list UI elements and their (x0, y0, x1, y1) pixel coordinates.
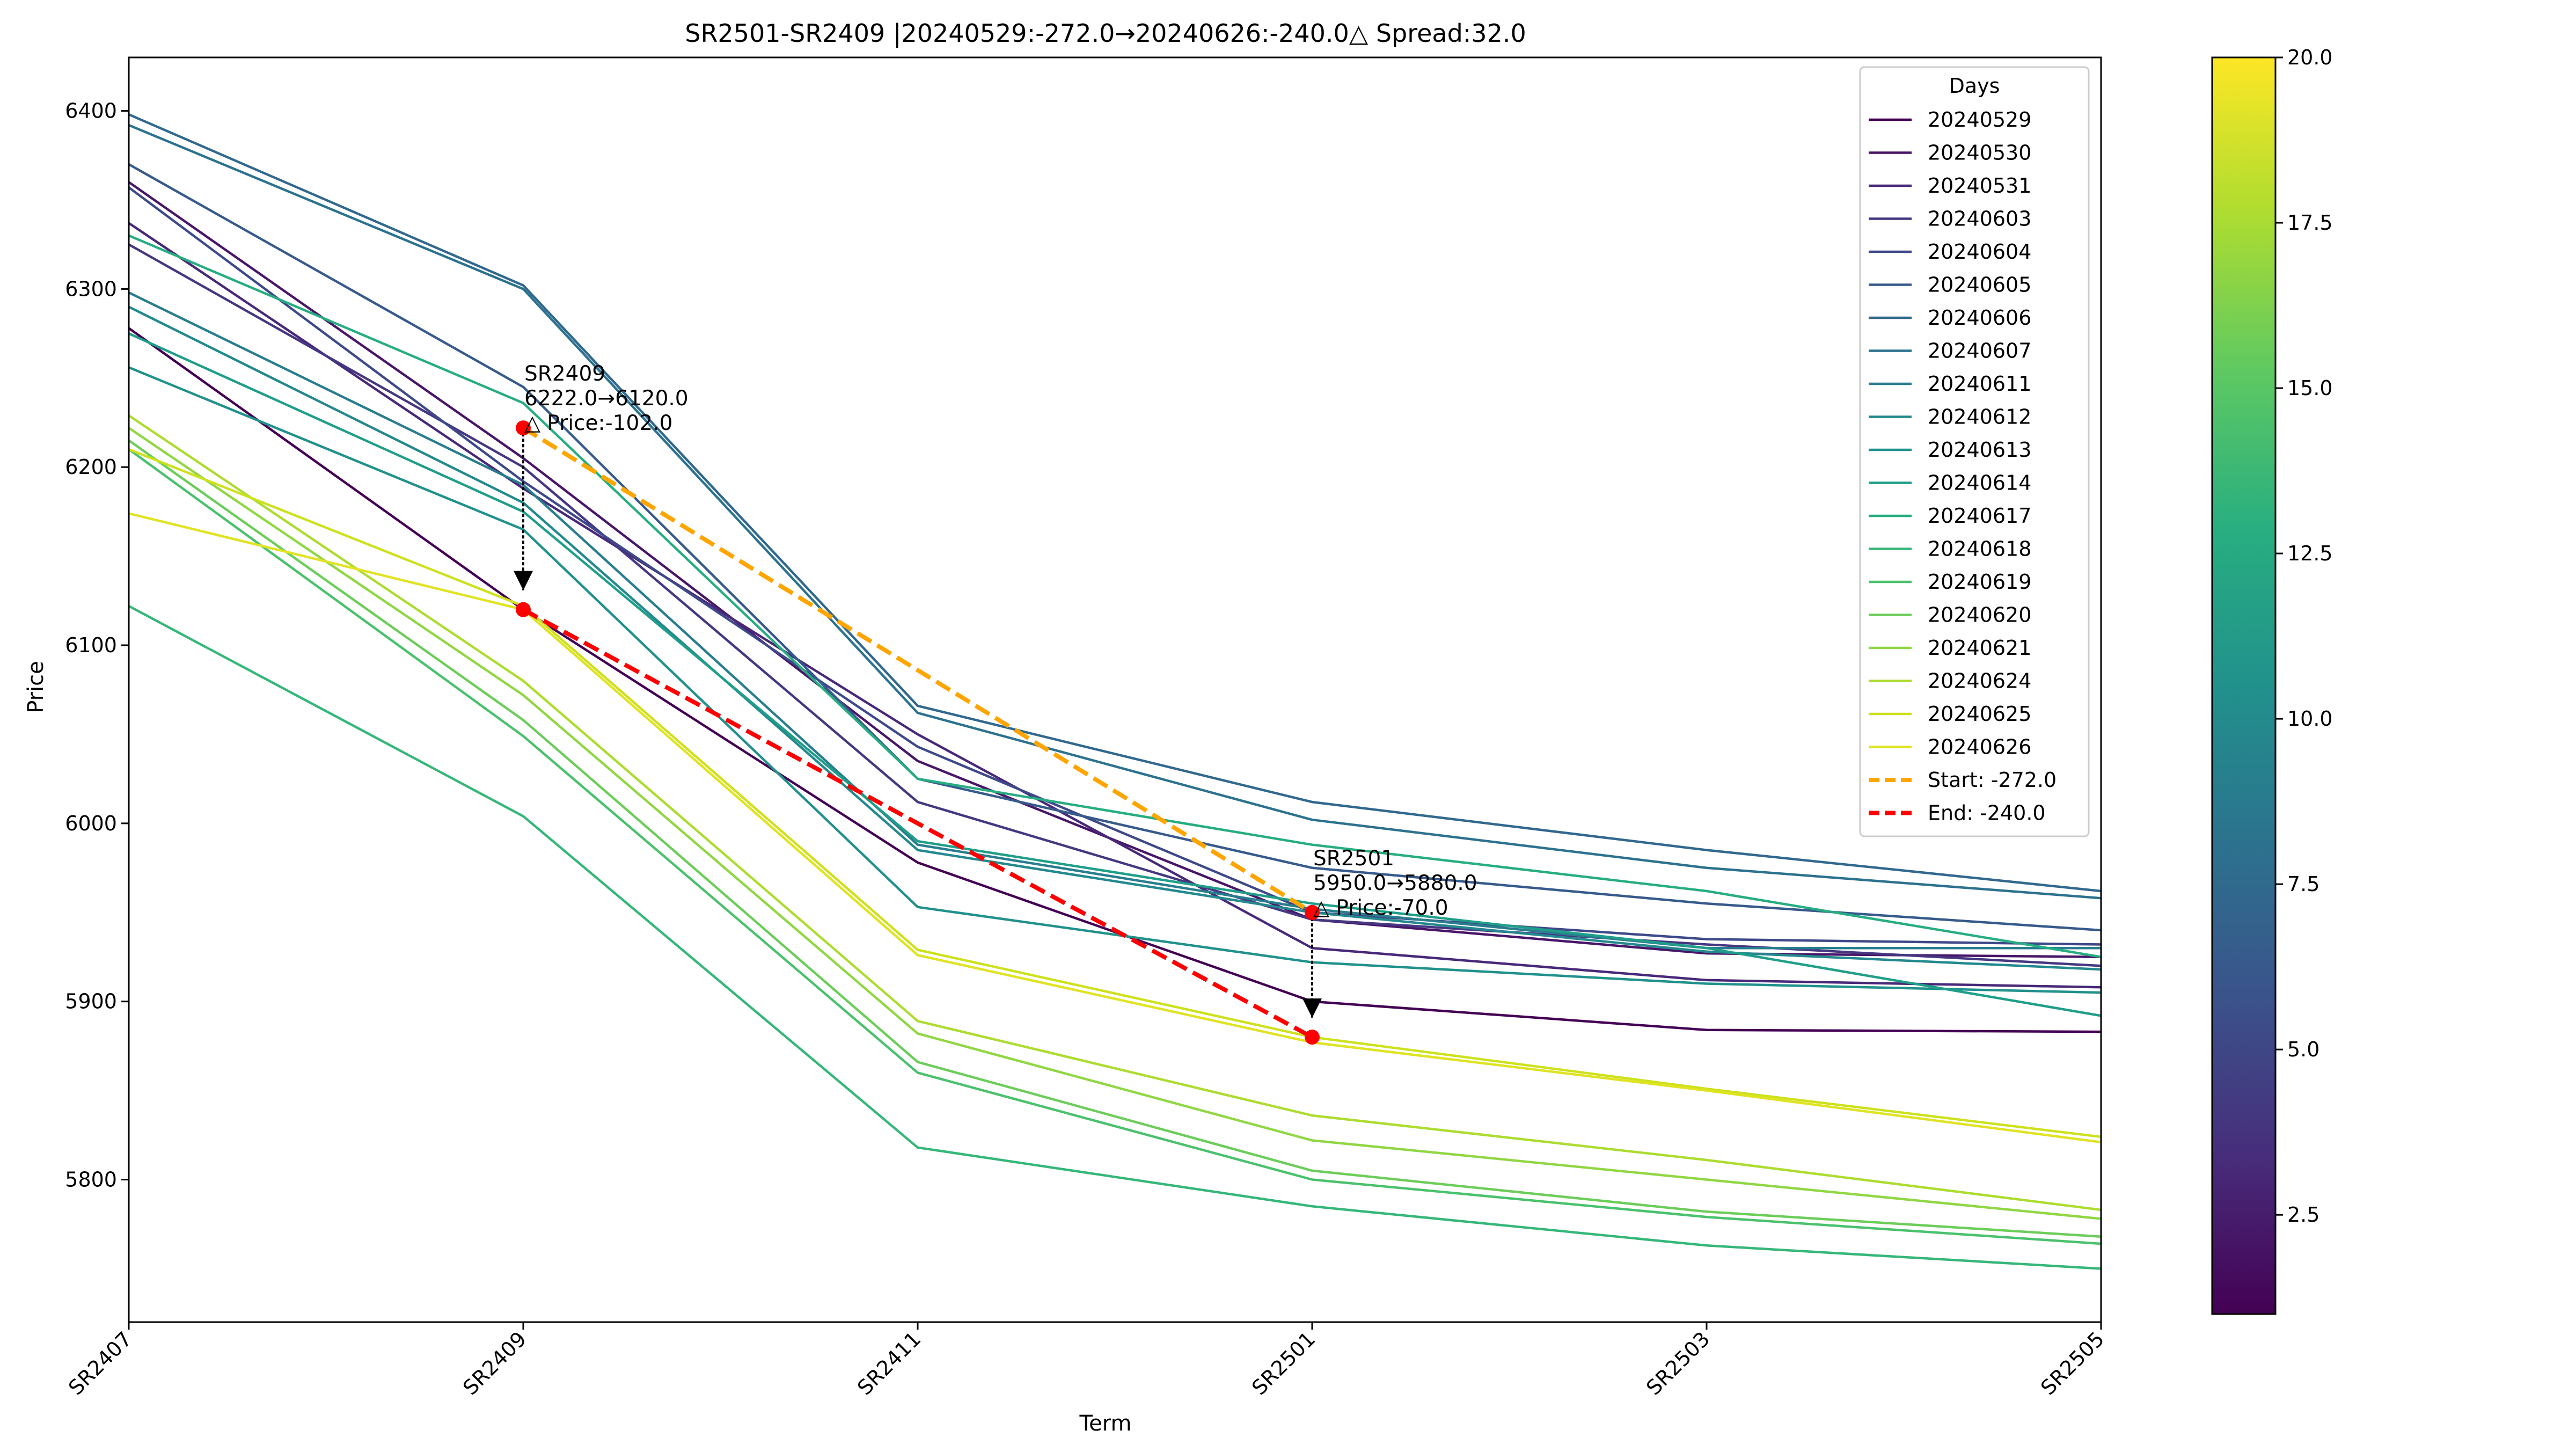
series-line-20240603 (129, 243, 2101, 967)
series-line-20240619 (129, 448, 2101, 1245)
legend-label-8: 20240611 (1928, 372, 2031, 396)
legend-label-21: End: -240.0 (1928, 801, 2046, 825)
colorbar-tick-label-7.5: 7.5 (2287, 872, 2319, 896)
series-line-20240625 (129, 448, 2101, 1139)
x-tick-label-SR2501: SR2501 (1247, 1327, 1320, 1399)
y-tick-label-6200: 6200 (65, 455, 117, 479)
series-line-20240529 (129, 327, 2101, 1033)
y-axis-label: Price (24, 661, 48, 713)
series-line-20240605 (129, 163, 2101, 932)
x-tick-label-SR2409: SR2409 (458, 1327, 531, 1399)
marker-end-SR2501 (1305, 1030, 1320, 1045)
series-line-20240624 (129, 414, 2101, 1212)
marker-start-SR2409 (516, 420, 531, 436)
legend-label-20: Start: -272.0 (1928, 768, 2057, 792)
legend-label-15: 20240620 (1928, 603, 2031, 627)
legend-box (1859, 66, 2090, 837)
legend-label-7: 20240607 (1928, 339, 2031, 363)
series-line-20240606 (129, 113, 2101, 893)
colorbar-gradient (2211, 56, 2277, 1315)
x-tick-label-SR2411: SR2411 (853, 1327, 925, 1399)
legend-title: Days (1949, 74, 2000, 98)
legend-label-11: 20240614 (1928, 471, 2031, 495)
legend: Days 20240529 20240530 20240531 20240603 2024… (1859, 66, 2090, 837)
y-tick-label-5800: 5800 (65, 1168, 117, 1192)
x-axis: SR2407 SR2409 SR2411 SR2501 SR2503 SR2505 (64, 1322, 2109, 1399)
series-line-20240618 (129, 605, 2101, 1270)
legend-label-10: 20240613 (1928, 438, 2031, 462)
series-line-20240614 (129, 332, 2101, 1017)
x-tick-label-SR2407: SR2407 (64, 1327, 136, 1399)
legend-label-14: 20240619 (1928, 570, 2031, 594)
legend-label-0: 20240529 (1928, 108, 2031, 132)
colorbar-tick-label-12.5: 12.5 (2287, 542, 2333, 565)
colorbar: 2.5 5.0 7.5 10.0 12.5 15.0 17.5 20.0 (2211, 46, 2333, 1315)
series-line-20240621 (129, 427, 2101, 1220)
x-tick-label-SR2503: SR2503 (1642, 1327, 1714, 1399)
series-line-20240613 (129, 366, 2101, 994)
legend-label-12: 20240617 (1928, 504, 2031, 528)
legend-label-5: 20240605 (1928, 273, 2031, 297)
legend-label-13: 20240618 (1928, 537, 2031, 561)
series-line-20240626 (129, 512, 2101, 1144)
annotation-text-SR2501-2: △ Price:-70.0 (1313, 896, 1448, 920)
annotation-text-SR2501-0: SR2501 (1313, 847, 1394, 871)
annotation-text-SR2409-2: △ Price:-102.0 (524, 411, 672, 435)
annotation-text-SR2501-1: 5950.0→5880.0 (1313, 871, 1477, 895)
series-line-20240607 (129, 124, 2101, 900)
legend-label-17: 20240624 (1928, 669, 2031, 693)
series-line-20240617 (129, 234, 2101, 958)
legend-label-16: 20240621 (1928, 636, 2031, 660)
series-line-20240620 (129, 439, 2101, 1238)
legend-label-6: 20240606 (1928, 306, 2031, 330)
y-tick-label-6000: 6000 (65, 812, 117, 835)
legend-label-1: 20240530 (1928, 141, 2031, 165)
y-tick-label-6400: 6400 (65, 99, 117, 123)
marker-end-SR2409 (516, 602, 531, 617)
y-tick-label-6100: 6100 (65, 633, 117, 657)
spread-end-line (522, 608, 1313, 1039)
y-tick-label-5900: 5900 (65, 990, 117, 1013)
series-line-20240531 (129, 222, 2101, 989)
legend-label-9: 20240612 (1928, 405, 2031, 429)
series-lines (129, 113, 2101, 1270)
legend-label-19: 20240626 (1928, 735, 2031, 759)
legend-label-4: 20240604 (1928, 240, 2031, 264)
chart-title: SR2501-SR2409 |20240529:-272.0→20240626:… (685, 19, 1526, 48)
series-line-20240611 (129, 291, 2101, 950)
spread-start-line (522, 426, 1314, 915)
legend-label-3: 20240603 (1928, 207, 2031, 231)
legend-label-18: 20240625 (1928, 702, 2031, 726)
colorbar-tick-label-17.5: 17.5 (2287, 211, 2333, 235)
colorbar-tick-label-20.0: 20.0 (2287, 46, 2333, 69)
x-tick-label-SR2505: SR2505 (2036, 1327, 2109, 1399)
legend-label-2: 20240531 (1928, 174, 2031, 198)
colorbar-tick-label-5.0: 5.0 (2287, 1038, 2319, 1061)
x-axis-label: Term (1079, 1411, 1132, 1436)
y-axis: 5800 5900 6000 6100 6200 6300 6400 (65, 99, 129, 1192)
colorbar-tick-label-15.0: 15.0 (2287, 376, 2333, 400)
annotation-text-SR2409-1: 6222.0→6120.0 (524, 386, 689, 411)
colorbar-tick-label-10.0: 10.0 (2287, 707, 2333, 731)
series-line-20240604 (129, 186, 2101, 946)
plot-frame (128, 56, 2102, 1323)
series-line-20240612 (129, 305, 2101, 971)
annotation-text-SR2409-0: SR2409 (524, 362, 605, 386)
colorbar-tick-label-2.5: 2.5 (2287, 1203, 2319, 1227)
y-tick-label-6300: 6300 (65, 277, 117, 301)
marker-start-SR2501 (1305, 904, 1320, 920)
